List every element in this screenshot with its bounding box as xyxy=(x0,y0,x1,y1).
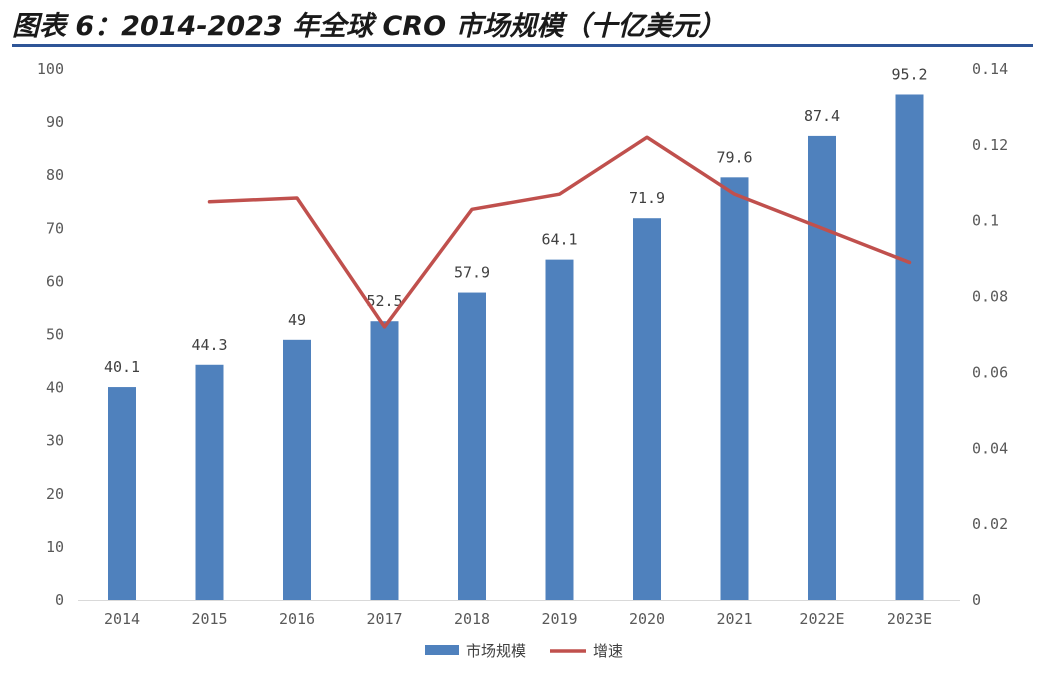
bar-value-label: 79.6 xyxy=(716,148,752,166)
x-tick-label: 2023E xyxy=(887,610,932,628)
x-tick-label: 2017 xyxy=(366,610,402,628)
legend-bar-swatch xyxy=(425,645,459,655)
x-axis: 2014 2015 2016 2017 2018 2019 2020 2021 2022E 202… xyxy=(104,610,932,628)
bar-series xyxy=(108,94,924,600)
bar xyxy=(108,387,136,600)
left-tick-label: 30 xyxy=(46,432,64,450)
left-tick-label: 20 xyxy=(46,485,64,503)
right-tick-label: 0.04 xyxy=(972,439,1008,457)
right-tick-label: 0.1 xyxy=(972,212,999,230)
right-tick-label: 0.14 xyxy=(972,60,1008,78)
x-tick-label: 2014 xyxy=(104,610,140,628)
x-tick-label: 2015 xyxy=(191,610,227,628)
bar xyxy=(283,339,311,600)
bar-value-label: 64.1 xyxy=(541,231,577,249)
bar-value-label: 49 xyxy=(288,311,306,329)
x-tick-label: 2018 xyxy=(454,610,490,628)
bar xyxy=(720,177,749,600)
left-tick-label: 0 xyxy=(55,591,64,609)
left-tick-label: 100 xyxy=(37,60,64,78)
x-tick-label: 2022E xyxy=(799,610,844,628)
right-axis: 0 0.02 0.04 0.06 0.08 0.1 0.12 0.14 xyxy=(972,60,1008,609)
left-tick-label: 80 xyxy=(46,166,64,184)
x-tick-label: 2021 xyxy=(716,610,752,628)
bar-value-label: 87.4 xyxy=(804,107,840,125)
bar-value-label: 71.9 xyxy=(629,189,665,207)
figure-header: 图表 6：2014-2023 年全球 CRO 市场规模（十亿美元） xyxy=(0,0,1037,50)
right-tick-label: 0.12 xyxy=(972,136,1008,154)
left-tick-label: 60 xyxy=(46,272,64,290)
bar-value-label: 95.2 xyxy=(891,65,927,83)
legend-bar-label: 市场规模 xyxy=(466,642,526,660)
right-tick-label: 0.06 xyxy=(972,363,1008,381)
bar-value-label: 40.1 xyxy=(104,358,140,376)
left-tick-label: 70 xyxy=(46,219,64,237)
bar-value-label: 44.3 xyxy=(191,336,227,354)
bar xyxy=(458,292,486,600)
x-tick-label: 2016 xyxy=(279,610,315,628)
bar-value-label: 57.9 xyxy=(454,264,490,282)
legend: 市场规模 增速 xyxy=(425,642,623,660)
bar xyxy=(895,94,924,600)
title-rule xyxy=(12,44,1033,47)
bar-value-label: 52.5 xyxy=(366,292,402,310)
right-tick-label: 0.02 xyxy=(972,515,1008,533)
right-tick-label: 0 xyxy=(972,591,981,609)
legend-line-label: 增速 xyxy=(593,642,623,660)
left-tick-label: 10 xyxy=(46,538,64,556)
left-axis: 0 10 20 30 40 50 60 70 80 90 100 xyxy=(37,60,64,609)
figure-title: 图表 6：2014-2023 年全球 CRO 市场规模（十亿美元） xyxy=(12,11,726,42)
right-tick-label: 0.08 xyxy=(972,288,1008,306)
bar xyxy=(370,321,399,600)
bar xyxy=(808,135,836,600)
bar xyxy=(195,364,224,600)
left-tick-label: 40 xyxy=(46,379,64,397)
bar xyxy=(545,259,574,600)
growth-line-series xyxy=(207,135,912,329)
left-tick-label: 90 xyxy=(46,113,64,131)
x-tick-label: 2020 xyxy=(629,610,665,628)
bar xyxy=(633,218,661,600)
left-tick-label: 50 xyxy=(46,326,64,344)
data-labels: 40.1 44.3 49 52.5 57.9 64.1 71.9 79.6 87.4 95.2 xyxy=(104,65,928,376)
x-tick-label: 2019 xyxy=(541,610,577,628)
